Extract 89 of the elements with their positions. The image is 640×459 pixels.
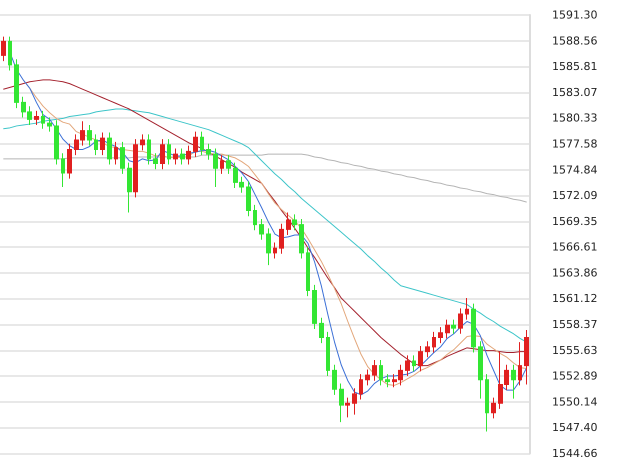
candlestick <box>319 317 324 344</box>
candlestick <box>418 345 423 372</box>
candlestick <box>379 360 383 386</box>
candlestick <box>47 116 52 132</box>
candlestick <box>471 303 476 354</box>
candlestick <box>226 154 231 174</box>
candlestick <box>94 134 98 156</box>
candlestick <box>67 143 72 180</box>
y-tick-label: 1580.33 <box>552 112 598 125</box>
y-tick-label: 1550.14 <box>552 395 598 408</box>
candlestick <box>465 297 469 320</box>
candlestick <box>339 383 344 423</box>
y-tick-label: 1569.35 <box>552 214 598 228</box>
candlestick <box>345 397 350 418</box>
candlestick <box>147 134 151 165</box>
candlestick <box>292 214 297 231</box>
candlestick <box>478 340 483 400</box>
candlestick <box>445 319 450 339</box>
candlestick <box>352 388 357 416</box>
candlestick <box>133 138 138 198</box>
candlestick <box>511 364 516 400</box>
candlestick <box>451 319 456 334</box>
candlestick <box>107 132 112 165</box>
candlestick <box>173 148 178 165</box>
candlestick <box>246 180 251 217</box>
candlestick <box>200 131 204 156</box>
candlestick <box>34 110 39 126</box>
y-tick-label: 1566.61 <box>552 240 598 254</box>
candlestick <box>140 134 145 151</box>
y-tick-label: 1563.86 <box>552 266 598 280</box>
candlestick <box>279 223 284 254</box>
line-series <box>2 154 528 203</box>
candlestick <box>114 141 118 165</box>
candlestick <box>286 212 291 236</box>
candlestick <box>87 124 92 146</box>
candlestick <box>326 331 330 377</box>
candlestick <box>153 152 158 170</box>
y-tick-label: 1561.12 <box>552 292 598 306</box>
candlestick <box>186 145 191 165</box>
candlestick <box>372 360 377 382</box>
y-tick-label: 1555.63 <box>552 344 598 357</box>
y-tick-label: 1552.89 <box>552 370 598 383</box>
candlestick <box>365 368 370 386</box>
y-tick-label: 1588.56 <box>552 34 598 48</box>
y-tick-label: 1544.66 <box>552 447 598 459</box>
candlestick <box>332 364 337 396</box>
candlestick <box>167 138 171 165</box>
candlestick <box>273 242 277 260</box>
candlestick <box>491 397 496 419</box>
candlestick <box>213 148 218 188</box>
candlestick <box>253 204 257 231</box>
candlestick <box>306 246 310 297</box>
candlestick <box>312 284 317 330</box>
candlestick <box>160 138 165 170</box>
candlestick <box>127 162 132 213</box>
y-tick-label: 1558.37 <box>552 318 598 332</box>
candlestick <box>518 342 522 386</box>
candlestick <box>100 132 105 156</box>
candlestick <box>405 354 410 377</box>
y-tick-label: 1572.09 <box>552 189 598 202</box>
y-tick-label: 1585.81 <box>552 60 598 74</box>
y-tick-label: 1583.07 <box>552 86 598 99</box>
candlestick <box>425 340 430 358</box>
candlestick <box>120 141 125 174</box>
y-tick-label: 1574.84 <box>552 163 598 176</box>
candlestick <box>14 58 19 109</box>
candlestick <box>54 120 59 165</box>
candlestick <box>180 148 185 165</box>
candlestick <box>1 36 6 62</box>
candlestick <box>438 326 443 344</box>
candlestick <box>8 36 12 71</box>
candlestick <box>432 331 436 354</box>
y-tick-label: 1577.58 <box>552 137 598 150</box>
candlestick <box>458 308 463 334</box>
candlestick <box>359 374 363 400</box>
candlestick <box>412 354 416 372</box>
candlestick <box>385 374 390 388</box>
candlestick <box>206 143 211 160</box>
candlestick <box>41 110 45 130</box>
y-tick-label: 1547.40 <box>552 421 598 434</box>
candlestick <box>266 228 271 266</box>
candlestick <box>220 154 224 174</box>
y-tick-label: 1591.30 <box>552 8 598 22</box>
candlestick <box>259 218 264 240</box>
candlestick <box>299 218 304 260</box>
candlestick <box>61 152 65 188</box>
candlestick <box>524 329 529 385</box>
candlestick <box>485 374 489 432</box>
candlestick <box>193 131 198 158</box>
